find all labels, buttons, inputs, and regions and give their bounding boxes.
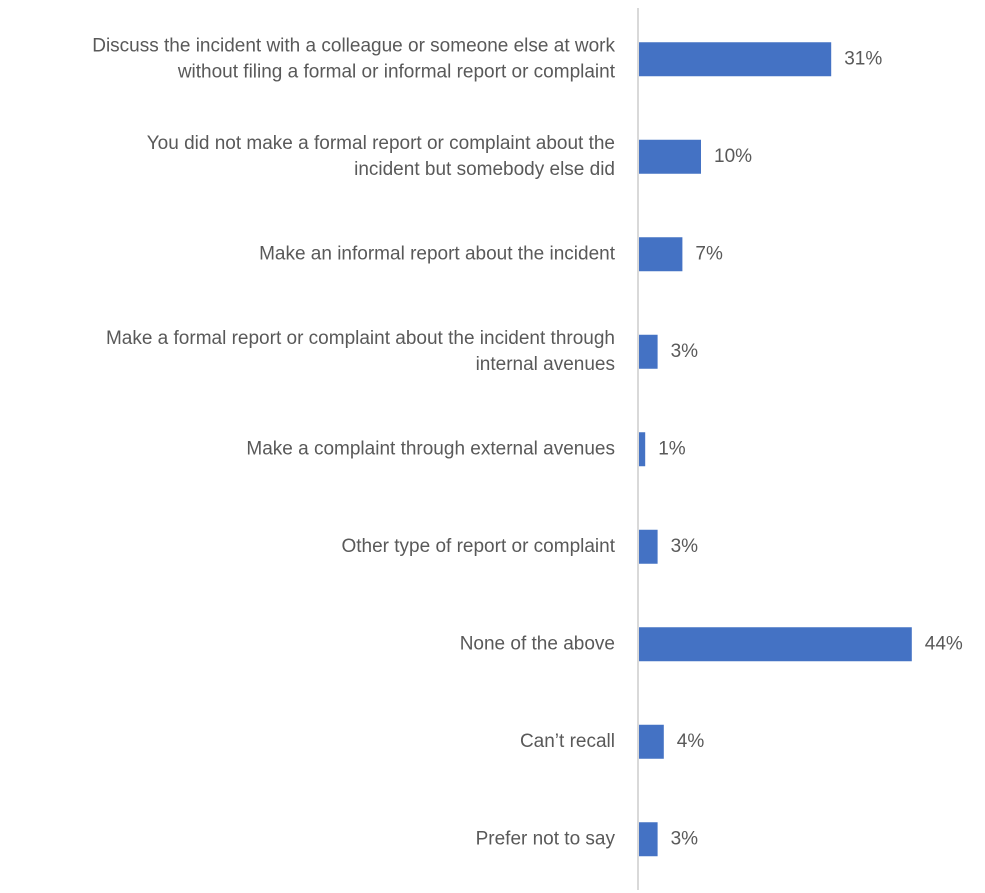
category-label: incident but somebody else did [354, 159, 615, 180]
category-label: Prefer not to say [476, 828, 616, 849]
bars [639, 42, 912, 857]
category-label: Can’t recall [520, 731, 615, 752]
category-label: Discuss the incident with a colleague or… [92, 35, 615, 56]
bar [639, 237, 683, 272]
value-label: 1% [658, 438, 686, 459]
bar [639, 822, 658, 857]
bar [639, 42, 832, 77]
value-label: 3% [671, 341, 699, 362]
category-label: Make a complaint through external avenue… [246, 438, 615, 459]
category-label: internal avenues [476, 354, 615, 375]
bar [639, 139, 701, 174]
category-label: without filing a formal or informal repo… [177, 61, 616, 82]
value-label: 31% [844, 48, 882, 69]
bar [639, 432, 646, 467]
value-label: 4% [677, 731, 705, 752]
bar [639, 529, 658, 564]
value-label: 3% [671, 828, 699, 849]
value-label: 10% [714, 146, 752, 167]
category-label: You did not make a formal report or comp… [147, 133, 615, 154]
category-label: Make a formal report or complaint about … [106, 328, 615, 349]
bar [639, 334, 658, 369]
value-label: 3% [671, 536, 699, 557]
bar [639, 724, 664, 759]
bar [639, 627, 912, 662]
category-label: Make an informal report about the incide… [259, 243, 616, 264]
value-labels: 31% 10% 7% 3% 1% 3% 44% 4% 3% [658, 48, 963, 849]
category-label: None of the above [460, 633, 615, 654]
value-label: 44% [925, 633, 963, 654]
value-label: 7% [695, 243, 723, 264]
category-label: Other type of report or complaint [341, 536, 615, 557]
category-labels: Discuss the incident with a colleague or… [92, 35, 616, 849]
